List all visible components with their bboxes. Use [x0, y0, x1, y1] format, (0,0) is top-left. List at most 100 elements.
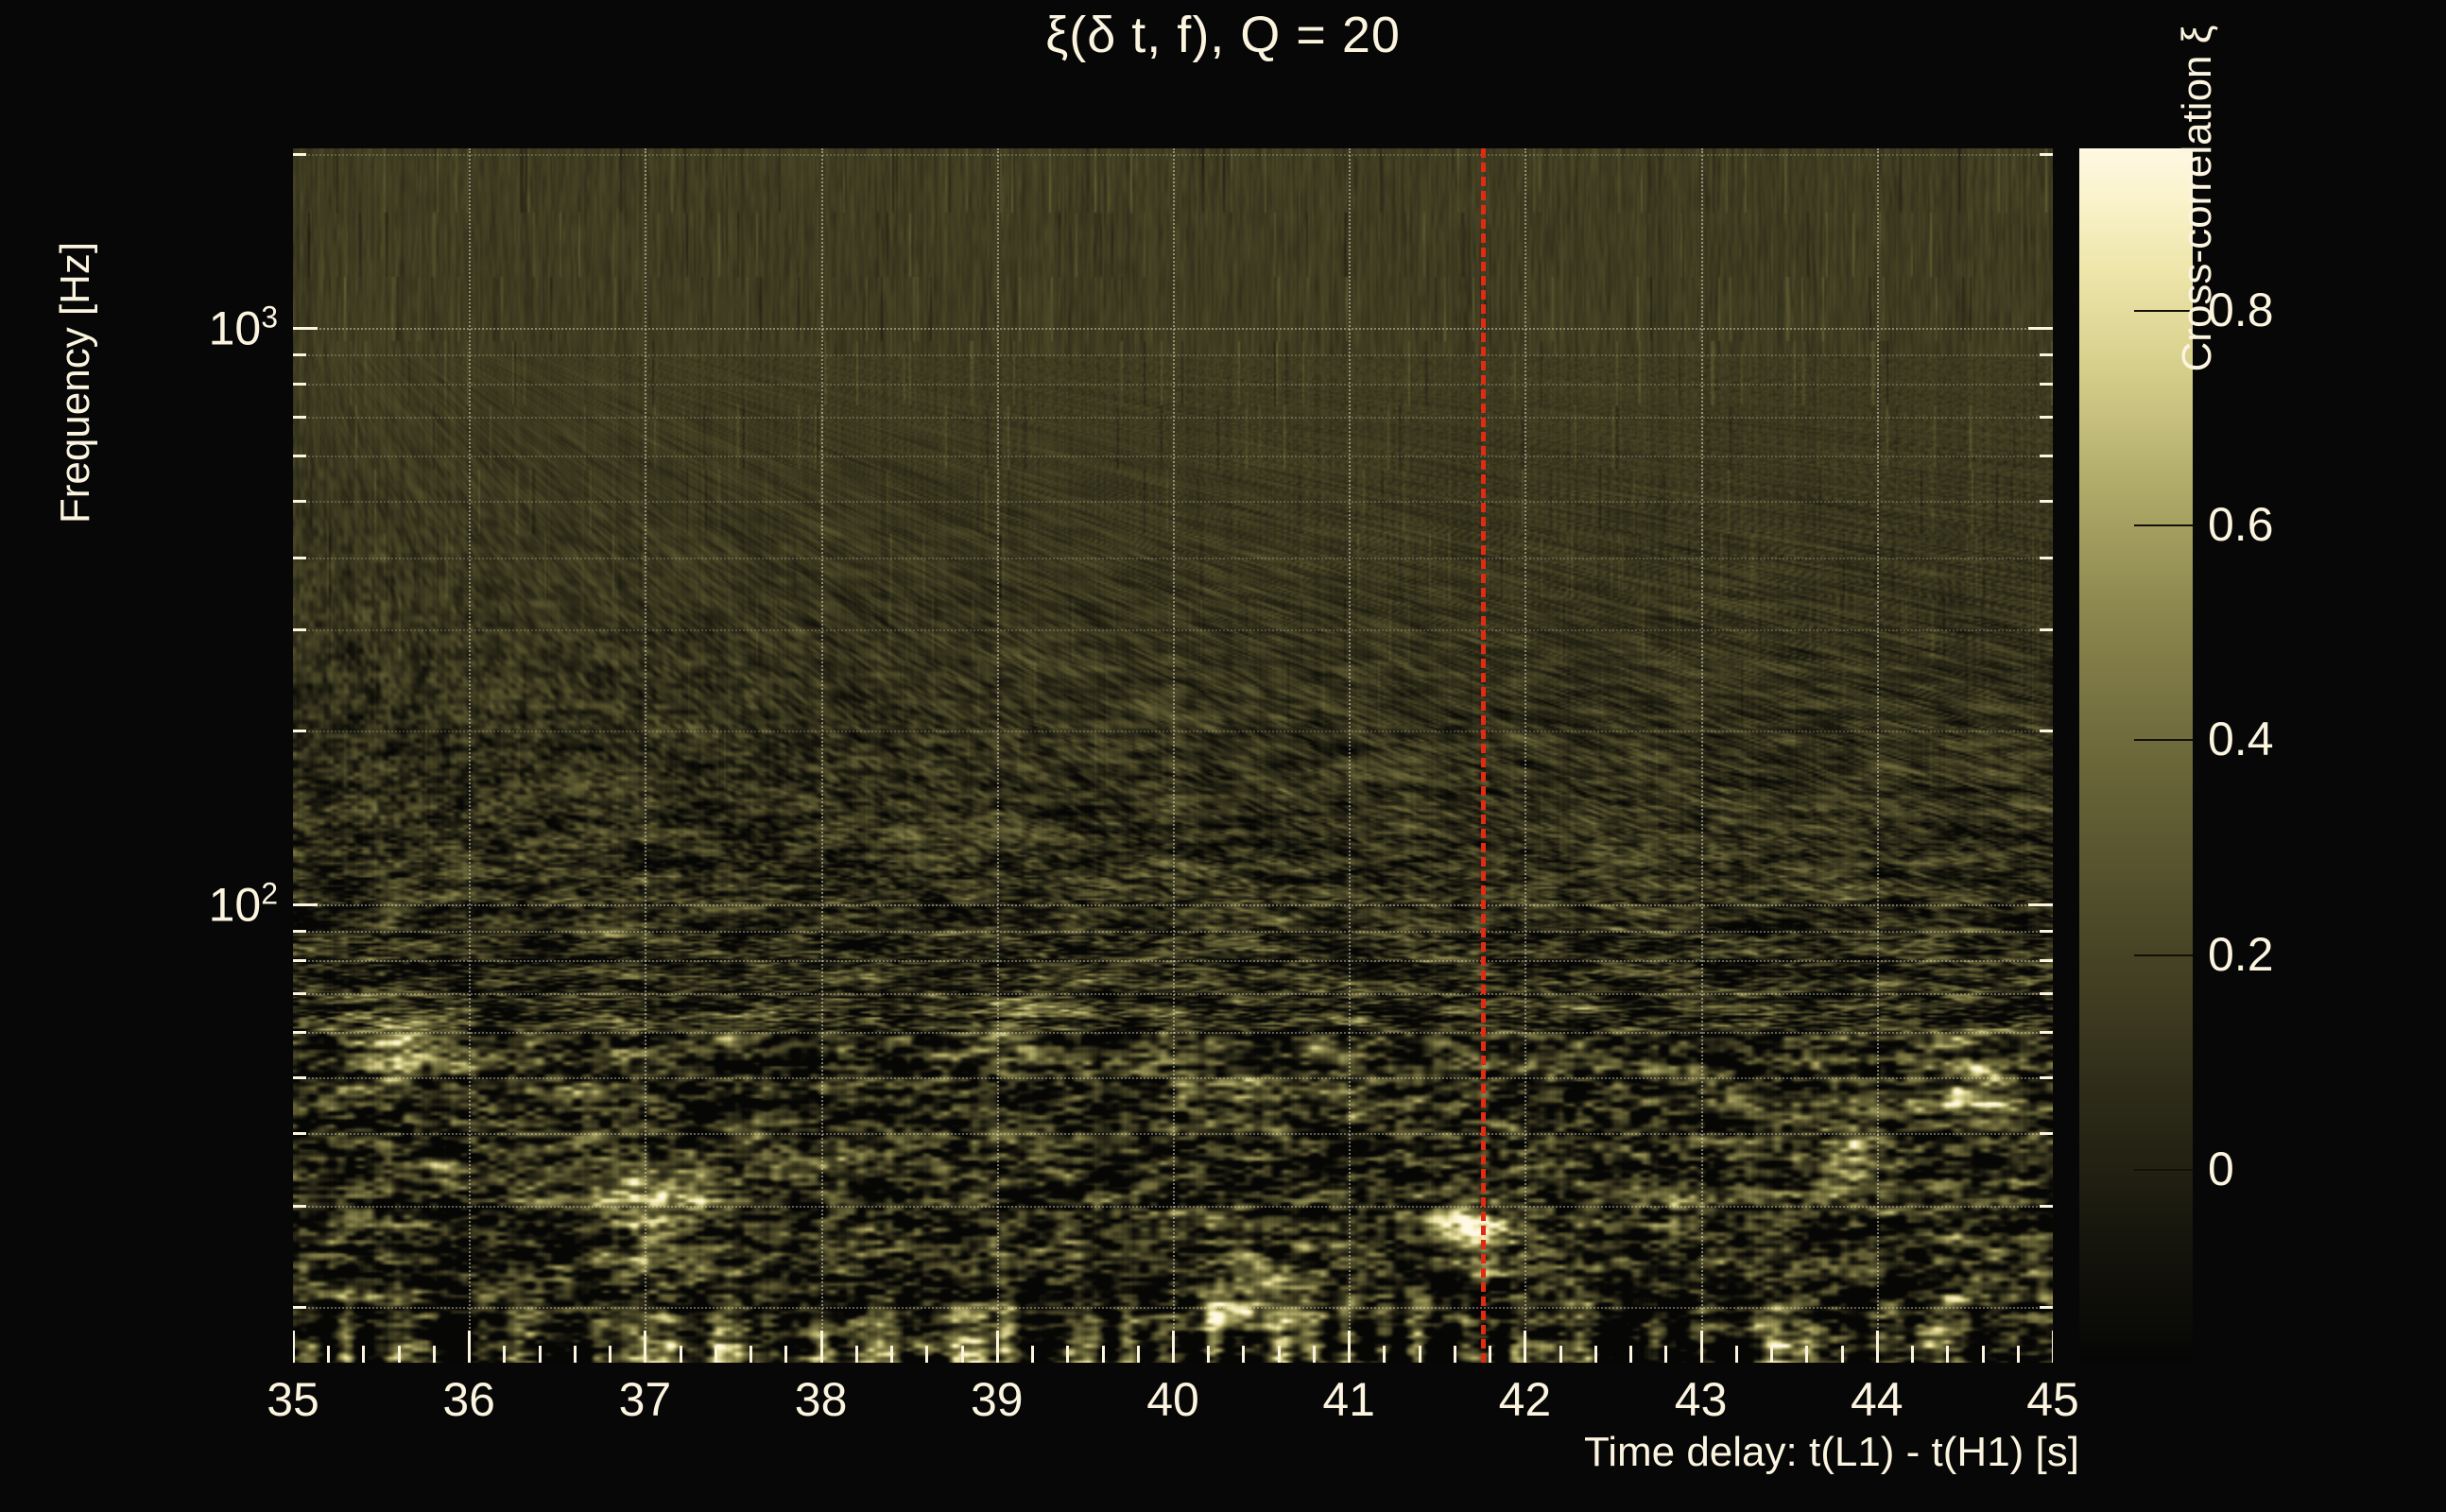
y-axis-tick-right	[2040, 1305, 2053, 1309]
x-axis-minor-tick	[1312, 1346, 1316, 1363]
x-axis-minor-tick	[749, 1346, 753, 1363]
x-axis-minor-tick	[1453, 1346, 1456, 1363]
x-axis-tick-label: 36	[442, 1373, 495, 1426]
x-axis-minor-tick	[925, 1346, 929, 1363]
x-axis-minor-tick	[1489, 1346, 1492, 1363]
y-axis-tick-label: 103	[208, 300, 278, 355]
x-axis-major-tick	[1699, 1331, 1703, 1363]
colorbar-tick	[2134, 954, 2193, 956]
x-axis-minor-tick	[890, 1346, 894, 1363]
colorbar-tick	[2134, 309, 2193, 312]
x-axis-minor-tick	[960, 1346, 964, 1363]
y-axis-minor-tick	[293, 1030, 306, 1034]
x-axis-minor-tick	[714, 1346, 717, 1363]
y-axis-minor-tick	[293, 1132, 306, 1136]
x-axis-minor-tick	[1770, 1346, 1774, 1363]
x-axis-minor-tick	[1559, 1346, 1562, 1363]
y-axis-tick-right	[2040, 455, 2053, 458]
x-axis-minor-tick	[573, 1346, 577, 1363]
x-axis-minor-tick	[1031, 1346, 1035, 1363]
x-axis-minor-tick	[1242, 1346, 1246, 1363]
x-axis-minor-tick	[1207, 1346, 1211, 1363]
y-axis-tick-right	[2040, 352, 2053, 356]
x-axis-minor-tick	[2016, 1346, 2020, 1363]
y-axis-tick-right	[2040, 1132, 2053, 1136]
y-axis-minor-tick	[293, 416, 306, 420]
red-dashed-time-marker	[1480, 148, 1486, 1363]
y-axis-minor-tick	[293, 730, 306, 733]
x-axis-tick-label: 37	[618, 1373, 672, 1426]
x-axis-minor-tick	[1066, 1346, 1070, 1363]
x-axis-major-tick	[1172, 1331, 1175, 1363]
x-axis-minor-tick	[1101, 1346, 1105, 1363]
x-axis-minor-tick	[679, 1346, 682, 1363]
y-axis-tick-right	[2040, 958, 2053, 962]
x-axis-major-tick	[1348, 1331, 1352, 1363]
x-axis-minor-tick	[609, 1346, 612, 1363]
y-axis-tick-right	[2040, 556, 2053, 559]
colorbar-tick-label: 0.6	[2208, 498, 2274, 551]
y-axis-minor-tick	[293, 1076, 306, 1080]
y-axis-minor-tick	[293, 382, 306, 386]
x-axis-minor-tick	[1136, 1346, 1140, 1363]
x-axis-minor-tick	[503, 1346, 507, 1363]
x-axis-minor-tick	[362, 1346, 366, 1363]
x-axis-minor-tick	[1629, 1346, 1633, 1363]
colorbar-tick	[2134, 524, 2193, 526]
y-axis-tick-right	[2040, 992, 2053, 996]
y-axis-tick-right	[2040, 416, 2053, 420]
y-axis-tick-right	[2040, 1204, 2053, 1208]
x-axis-minor-tick	[1418, 1346, 1421, 1363]
y-axis-minor-tick	[293, 352, 306, 356]
x-axis-major-tick	[293, 1331, 295, 1363]
y-axis-tick-right	[2040, 153, 2053, 157]
y-axis-tick-label: 102	[208, 876, 278, 931]
x-axis-minor-tick	[397, 1346, 401, 1363]
y-axis-minor-tick	[293, 1204, 306, 1208]
y-axis-minor-tick	[293, 627, 306, 631]
heatmap-plot-area[interactable]	[293, 148, 2053, 1363]
x-axis-tick-label: 45	[2026, 1373, 2079, 1426]
x-axis-tick-label: 43	[1674, 1373, 1728, 1426]
x-axis-minor-tick	[1593, 1346, 1597, 1363]
x-axis-tick-label: 35	[267, 1373, 319, 1426]
colorbar-tick	[2134, 1169, 2193, 1172]
x-axis-minor-tick	[538, 1346, 542, 1363]
y-axis-major-tick	[293, 902, 318, 906]
colorbar-tick-label: 0.8	[2208, 283, 2274, 336]
y-axis-tick-right	[2040, 627, 2053, 631]
x-axis-minor-tick	[1664, 1346, 1668, 1363]
x-axis-minor-tick	[1277, 1346, 1281, 1363]
y-axis-title: Frequency [Hz]	[52, 241, 98, 524]
colorbar-tick	[2134, 739, 2193, 742]
x-axis-minor-tick	[784, 1346, 788, 1363]
y-axis-tick-right	[2040, 730, 2053, 733]
y-axis-tick-right	[2040, 500, 2053, 504]
x-axis-minor-tick	[1840, 1346, 1844, 1363]
x-axis-major-tick	[2052, 1331, 2053, 1363]
y-axis-minor-tick	[293, 455, 306, 458]
y-axis-minor-tick	[293, 556, 306, 559]
colorbar-tick-label: 0.4	[2208, 713, 2274, 766]
page-title: ξ(δ t, f), Q = 20	[1045, 7, 1401, 63]
y-axis-tick-right	[2028, 902, 2053, 906]
y-axis-minor-tick	[293, 1305, 306, 1309]
x-axis-major-tick	[819, 1331, 823, 1363]
x-axis-minor-tick	[432, 1346, 436, 1363]
x-axis-minor-tick	[1946, 1346, 1950, 1363]
x-axis-minor-tick	[854, 1346, 858, 1363]
x-axis-minor-tick	[327, 1346, 331, 1363]
x-axis-tick-label: 42	[1498, 1373, 1552, 1426]
x-axis-tick-labels: 35 36 37 38 39 40 41 42 43 44 45	[267, 1372, 2079, 1429]
y-axis-minor-tick	[293, 958, 306, 962]
y-axis-major-tick	[293, 326, 318, 330]
x-axis-minor-tick	[1734, 1346, 1738, 1363]
y-axis-tick-right	[2040, 1030, 2053, 1034]
colorbar[interactable]: 0.8 0.6 0.4 0.2 0	[2079, 148, 2274, 1363]
y-axis-minor-tick	[293, 500, 306, 504]
x-axis-major-tick	[1875, 1331, 1879, 1363]
x-axis-major-tick	[468, 1331, 472, 1363]
colorbar-title: Cross-correlation ξ	[2174, 25, 2220, 372]
x-axis-minor-tick	[1981, 1346, 1985, 1363]
x-axis-major-tick	[1524, 1331, 1527, 1363]
